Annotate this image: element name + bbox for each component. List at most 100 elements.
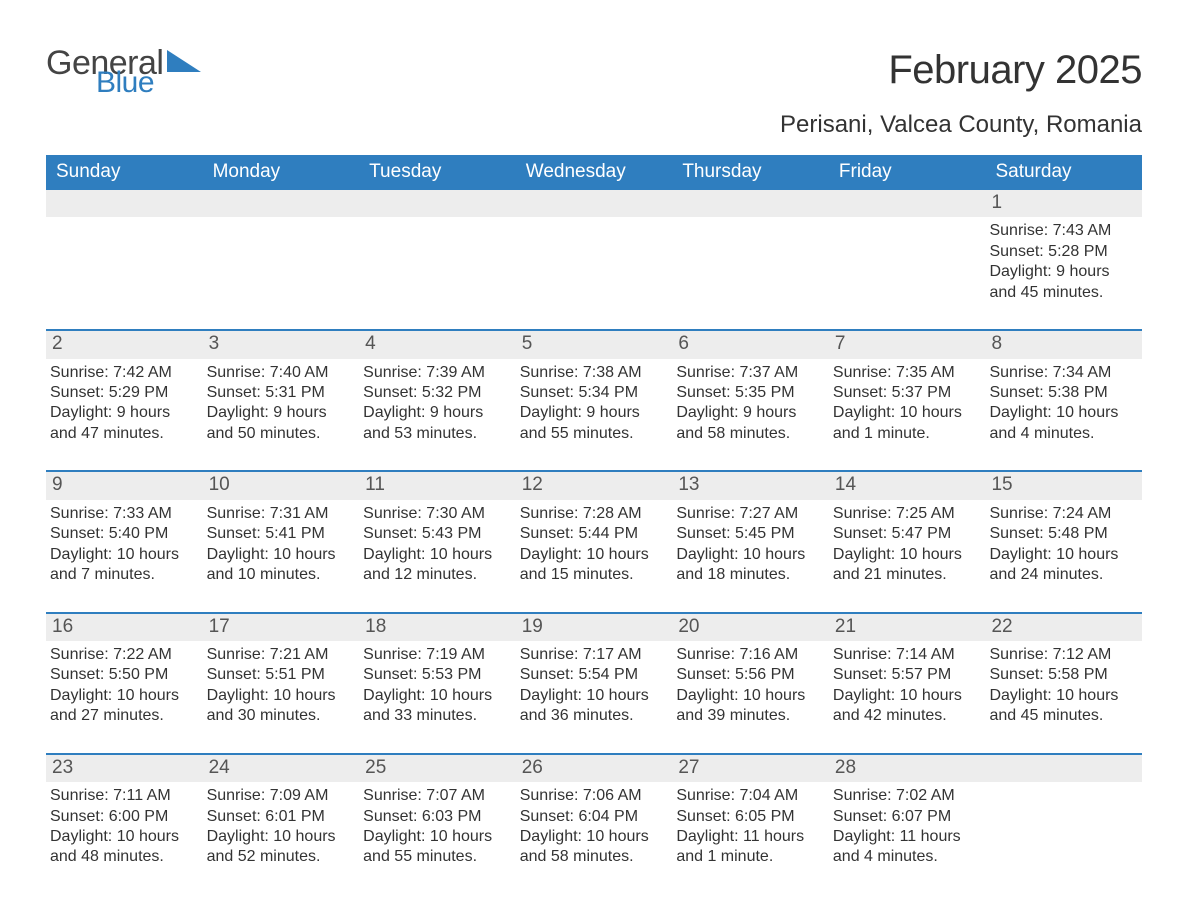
sunset-text: Sunset: 5:38 PM [989,383,1134,403]
day-number: 15 [985,470,1142,499]
day-info: Sunrise: 7:04 AMSunset: 6:05 PMDaylight:… [676,786,823,868]
sunrise-text: Sunrise: 7:42 AM [50,363,195,383]
day-cell [829,190,986,329]
sunrise-text: Sunrise: 7:43 AM [989,221,1134,241]
day-number: 5 [516,329,673,358]
daylight2-text: and 39 minutes. [676,706,821,726]
sunset-text: Sunset: 5:43 PM [363,524,508,544]
week-row: 23Sunrise: 7:11 AMSunset: 6:00 PMDayligh… [46,753,1142,894]
day-number [46,190,203,217]
sunrise-text: Sunrise: 7:17 AM [520,645,665,665]
day-info: Sunrise: 7:12 AMSunset: 5:58 PMDaylight:… [989,645,1136,727]
day-info: Sunrise: 7:35 AMSunset: 5:37 PMDaylight:… [833,363,980,445]
day-cell: 6Sunrise: 7:37 AMSunset: 5:35 PMDaylight… [672,329,829,470]
day-cell: 11 Sunrise: 7:30 AMSunset: 5:43 PMDayligh… [359,470,516,611]
day-info: Sunrise: 7:31 AMSunset: 5:41 PMDaylight:… [207,504,354,586]
day-number [203,190,360,217]
sunset-text: Sunset: 5:41 PM [207,524,352,544]
day-info: Sunrise: 7:39 AMSunset: 5:32 PMDaylight:… [363,363,510,445]
day-header: Friday [829,155,986,190]
day-number: 11 [359,470,516,499]
sunset-text: Sunset: 5:32 PM [363,383,508,403]
daylight2-text: and 4 minutes. [989,424,1134,444]
sunset-text: Sunset: 5:31 PM [207,383,352,403]
sunrise-text: Sunrise: 7:22 AM [50,645,195,665]
sunrise-text: Sunrise: 7:16 AM [676,645,821,665]
day-cell: 19Sunrise: 7:17 AMSunset: 5:54 PMDayligh… [516,612,673,753]
daylight1-text: Daylight: 10 hours [363,827,508,847]
daylight2-text: and 24 minutes. [989,565,1134,585]
sunrise-text: Sunrise: 7:37 AM [676,363,821,383]
day-number: 28 [829,753,986,782]
weeks-container: 1Sunrise: 7:43 AMSunset: 5:28 PMDaylight… [46,190,1142,894]
sunset-text: Sunset: 5:58 PM [989,665,1134,685]
daylight2-text: and 33 minutes. [363,706,508,726]
sunrise-text: Sunrise: 7:34 AM [989,363,1134,383]
day-number: 17 [203,612,360,641]
day-cell [46,190,203,329]
day-cell [203,190,360,329]
daylight2-text: and 45 minutes. [989,283,1134,303]
day-header: Wednesday [516,155,673,190]
day-cell: 23Sunrise: 7:11 AMSunset: 6:00 PMDayligh… [46,753,203,894]
sunset-text: Sunset: 5:28 PM [989,242,1134,262]
day-number: 7 [829,329,986,358]
sunset-text: Sunset: 5:37 PM [833,383,978,403]
sunset-text: Sunset: 5:47 PM [833,524,978,544]
sunrise-text: Sunrise: 7:38 AM [520,363,665,383]
sunrise-text: Sunrise: 7:40 AM [207,363,352,383]
daylight1-text: Daylight: 10 hours [207,686,352,706]
daylight2-text: and 55 minutes. [520,424,665,444]
daylight1-text: Daylight: 10 hours [520,686,665,706]
day-info: Sunrise: 7:34 AMSunset: 5:38 PMDaylight:… [989,363,1136,445]
day-cell: 17 Sunrise: 7:21 AMSunset: 5:51 PMDayligh… [203,612,360,753]
daylight1-text: Daylight: 10 hours [363,545,508,565]
sunset-text: Sunset: 5:53 PM [363,665,508,685]
day-header: Saturday [985,155,1142,190]
day-info: Sunrise: 7:02 AMSunset: 6:07 PMDaylight:… [833,786,980,868]
day-number [672,190,829,217]
day-cell: 12Sunrise: 7:28 AMSunset: 5:44 PMDayligh… [516,470,673,611]
daylight2-text: and 27 minutes. [50,706,195,726]
day-info: Sunrise: 7:40 AMSunset: 5:31 PMDaylight:… [207,363,354,445]
daylight1-text: Daylight: 10 hours [989,403,1134,423]
sunrise-text: Sunrise: 7:09 AM [207,786,352,806]
week-row: 1Sunrise: 7:43 AMSunset: 5:28 PMDaylight… [46,190,1142,329]
day-number [516,190,673,217]
sunset-text: Sunset: 5:29 PM [50,383,195,403]
day-info: Sunrise: 7:17 AMSunset: 5:54 PMDaylight:… [520,645,667,727]
daylight1-text: Daylight: 11 hours [676,827,821,847]
sunrise-text: Sunrise: 7:04 AM [676,786,821,806]
day-number: 3 [203,329,360,358]
day-info: Sunrise: 7:28 AMSunset: 5:44 PMDaylight:… [520,504,667,586]
daylight2-text: and 12 minutes. [363,565,508,585]
day-info: Sunrise: 7:11 AMSunset: 6:00 PMDaylight:… [50,786,197,868]
day-cell: 27Sunrise: 7:04 AMSunset: 6:05 PMDayligh… [672,753,829,894]
sunrise-text: Sunrise: 7:25 AM [833,504,978,524]
sunrise-text: Sunrise: 7:30 AM [363,504,508,524]
daylight1-text: Daylight: 10 hours [50,686,195,706]
sunset-text: Sunset: 5:40 PM [50,524,195,544]
sunset-text: Sunset: 6:04 PM [520,807,665,827]
day-cell: 2Sunrise: 7:42 AMSunset: 5:29 PMDaylight… [46,329,203,470]
day-number [359,190,516,217]
week-row: 16Sunrise: 7:22 AMSunset: 5:50 PMDayligh… [46,612,1142,753]
daylight2-text: and 47 minutes. [50,424,195,444]
day-cell: 1Sunrise: 7:43 AMSunset: 5:28 PMDaylight… [985,190,1142,329]
sunset-text: Sunset: 6:00 PM [50,807,195,827]
daylight2-text: and 36 minutes. [520,706,665,726]
sunset-text: Sunset: 6:05 PM [676,807,821,827]
daylight2-text: and 52 minutes. [207,847,352,867]
sunrise-text: Sunrise: 7:07 AM [363,786,508,806]
logo: General Blue [46,48,201,95]
sunrise-text: Sunrise: 7:39 AM [363,363,508,383]
day-number: 25 [359,753,516,782]
daylight1-text: Daylight: 9 hours [989,262,1134,282]
day-info: Sunrise: 7:21 AMSunset: 5:51 PMDaylight:… [207,645,354,727]
day-number: 13 [672,470,829,499]
day-number: 6 [672,329,829,358]
month-title: February 2025 [780,48,1142,93]
day-info: Sunrise: 7:38 AMSunset: 5:34 PMDaylight:… [520,363,667,445]
sunrise-text: Sunrise: 7:02 AM [833,786,978,806]
daylight1-text: Daylight: 9 hours [207,403,352,423]
